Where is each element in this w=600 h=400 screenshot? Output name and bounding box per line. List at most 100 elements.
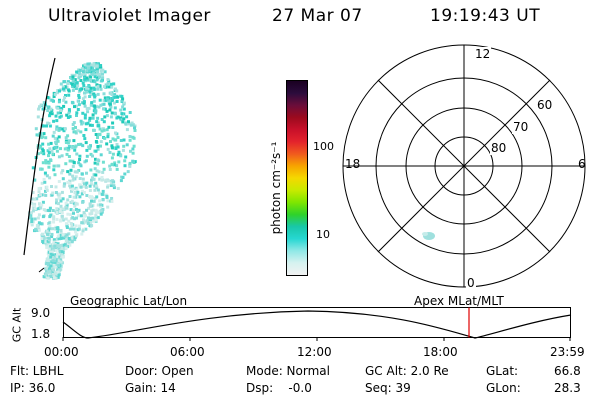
emission-pixel xyxy=(96,162,100,166)
emission-pixel xyxy=(96,121,100,125)
emission-pixel xyxy=(109,115,113,119)
emission-pixel xyxy=(41,161,45,165)
emission-pixel xyxy=(39,206,43,210)
emission-pixel xyxy=(112,186,116,190)
emission-pixel xyxy=(65,152,69,156)
emission-pixel xyxy=(128,161,132,165)
emission-pixel xyxy=(102,102,106,106)
polar-emission-spot xyxy=(422,232,435,240)
emission-pixel xyxy=(72,235,76,239)
emission-pixel xyxy=(101,127,105,131)
emission-pixel xyxy=(94,140,98,143)
emission-pixel xyxy=(111,126,115,129)
emission-pixel xyxy=(97,105,101,109)
emission-pixel xyxy=(33,197,37,201)
emission-pixel xyxy=(54,249,58,252)
emission-pixel xyxy=(40,203,44,207)
emission-pixel xyxy=(100,192,104,196)
emission-pixel xyxy=(79,214,83,218)
auroral-emission-speckle xyxy=(28,62,137,280)
emission-pixel xyxy=(41,135,45,139)
emission-pixel xyxy=(70,224,74,227)
emission-pixel xyxy=(105,109,109,113)
emission-pixel xyxy=(57,247,61,251)
emission-pixel xyxy=(69,168,73,172)
emission-pixel xyxy=(79,142,83,146)
emission-pixel xyxy=(85,208,88,212)
emission-pixel xyxy=(59,258,63,262)
emission-pixel xyxy=(64,94,67,97)
emission-pixel xyxy=(67,139,71,143)
emission-pixel xyxy=(119,108,123,112)
info-door: Door: Open xyxy=(125,364,194,378)
emission-pixel xyxy=(96,188,100,192)
emission-pixel xyxy=(45,185,49,189)
emission-pixel xyxy=(101,198,105,202)
emission-pixel xyxy=(51,259,55,263)
emission-pixel xyxy=(64,127,67,131)
emission-pixel xyxy=(103,136,107,140)
emission-pixel xyxy=(63,147,67,151)
emission-pixel xyxy=(73,148,77,152)
emission-pixel xyxy=(31,166,35,170)
emission-pixel xyxy=(50,193,54,197)
emission-pixel xyxy=(56,270,60,274)
emission-pixel xyxy=(81,177,85,181)
emission-pixel xyxy=(69,76,73,80)
emission-pixel xyxy=(51,265,55,269)
emission-pixel xyxy=(34,127,38,131)
emission-pixel xyxy=(89,216,93,220)
emission-pixel xyxy=(31,209,35,213)
emission-pixel xyxy=(71,209,75,213)
emission-pixel xyxy=(56,237,60,241)
emission-pixel xyxy=(39,222,43,226)
emission-pixel xyxy=(100,176,104,179)
emission-pixel xyxy=(68,243,72,247)
emission-pixel xyxy=(72,195,76,199)
emission-pixel xyxy=(93,106,97,110)
emission-pixel xyxy=(44,236,48,240)
emission-pixel xyxy=(56,91,60,95)
emission-pixel xyxy=(92,199,96,203)
emission-pixel xyxy=(73,130,77,134)
emission-pixel xyxy=(50,185,53,188)
emission-pixel xyxy=(37,107,41,111)
emission-pixel xyxy=(31,191,35,194)
emission-pixel xyxy=(55,149,59,153)
emission-pixel xyxy=(52,164,56,168)
emission-pixel xyxy=(114,138,118,142)
emission-pixel xyxy=(44,161,48,165)
emission-pixel xyxy=(67,241,71,245)
emission-pixel xyxy=(82,184,86,188)
emission-pixel xyxy=(78,158,82,161)
emission-pixel xyxy=(60,207,63,211)
emission-pixel xyxy=(74,224,78,228)
emission-pixel xyxy=(102,128,106,132)
emission-pixel xyxy=(88,184,92,188)
emission-pixel xyxy=(84,141,88,145)
emission-pixel xyxy=(89,93,93,97)
emission-pixel xyxy=(30,223,34,227)
emission-pixel xyxy=(81,70,85,74)
emission-pixel xyxy=(68,227,72,231)
emission-pixel xyxy=(64,222,68,226)
emission-pixel xyxy=(98,127,102,131)
emission-pixel xyxy=(37,146,41,150)
emission-pixel xyxy=(106,199,110,203)
emission-pixel xyxy=(117,151,121,154)
emission-pixel xyxy=(77,161,81,165)
emission-pixel xyxy=(62,98,66,102)
emission-pixel xyxy=(77,74,81,78)
emission-pixel xyxy=(104,83,108,87)
emission-pixel xyxy=(44,193,48,197)
emission-pixel xyxy=(106,78,110,81)
emission-pixel xyxy=(76,214,80,218)
emission-pixel xyxy=(47,247,51,251)
emission-pixel xyxy=(106,81,110,85)
emission-pixel xyxy=(80,232,84,236)
emission-pixel xyxy=(51,245,55,249)
emission-pixel xyxy=(119,139,123,142)
emission-pixel xyxy=(127,120,130,124)
emission-pixel xyxy=(88,194,91,198)
emission-pixel xyxy=(89,182,93,186)
